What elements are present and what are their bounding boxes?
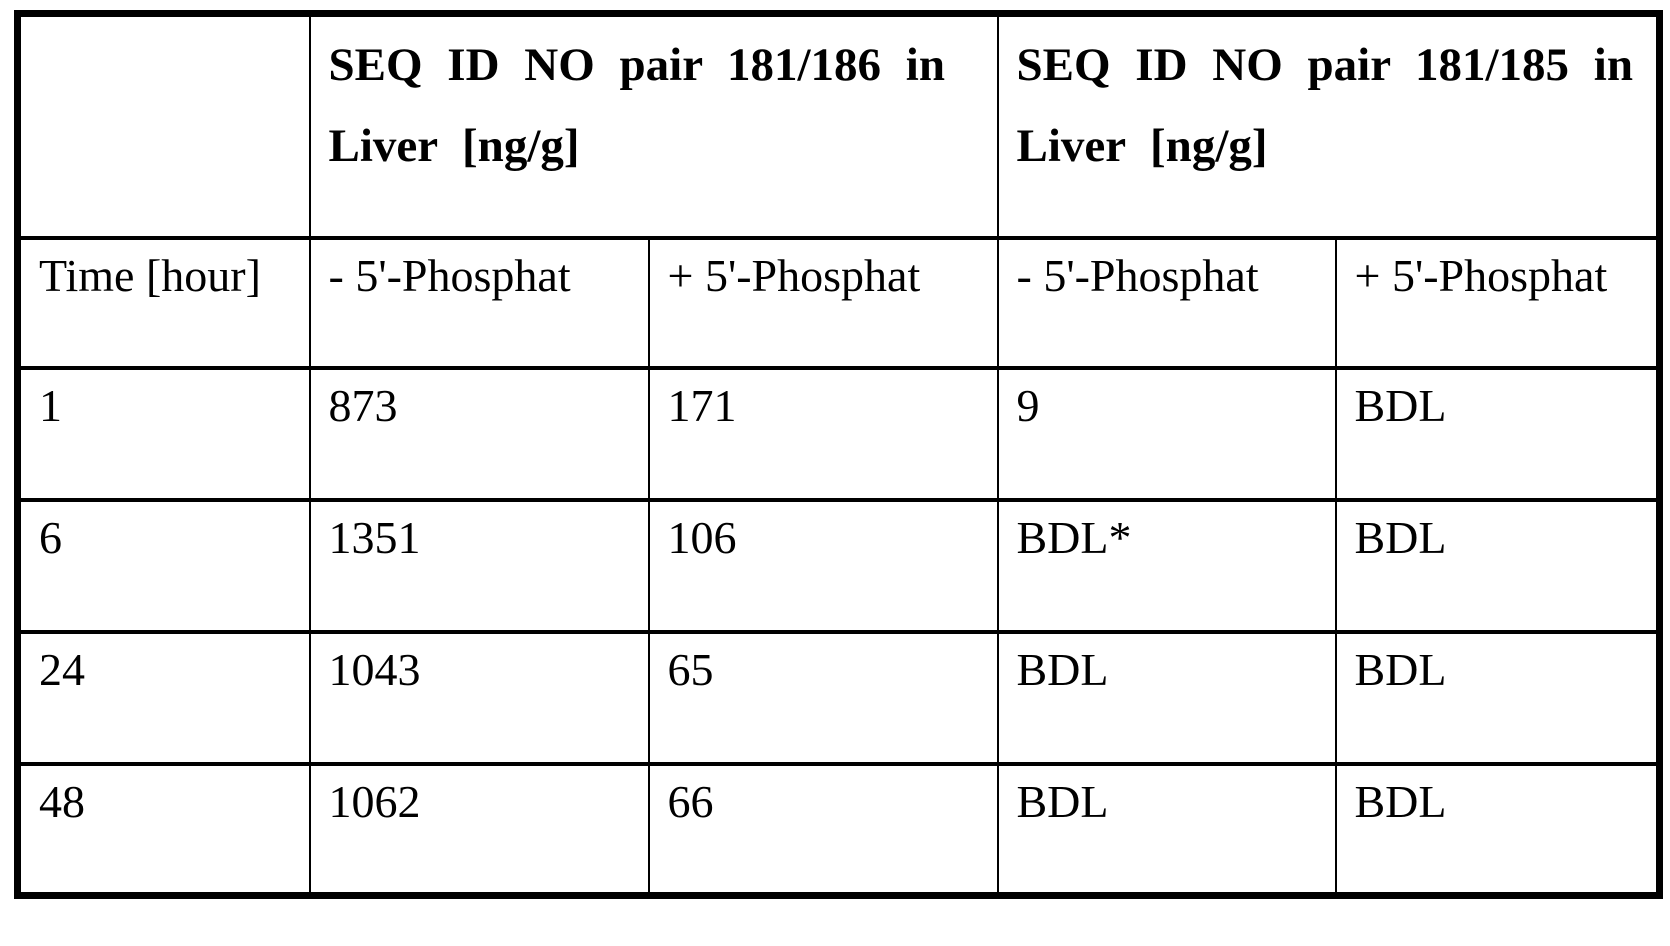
column-header-time: Time [hour] <box>16 235 311 370</box>
table-cell: 24 <box>16 629 311 766</box>
table-cell: 65 <box>647 629 999 766</box>
group-header-line2: Liver [ng/g] <box>1016 119 1268 172</box>
group-header-line1: SEQ ID NO pair 181/186 in <box>328 39 946 91</box>
table-row-hour-48: 48 1062 66 BDL BDL <box>16 761 1661 898</box>
group-header-row: SEQ ID NO pair 181/186 in Liver [ng/g] S… <box>16 11 1661 240</box>
table-cell: 873 <box>308 365 650 502</box>
column-header-plus-phosphat-186: + 5'-Phosphat <box>647 235 999 370</box>
table-cell: BDL <box>1334 497 1661 634</box>
table-cell: 48 <box>16 761 311 898</box>
column-header-minus-phosphat-186: - 5'-Phosphat <box>308 235 650 370</box>
table-cell: 1062 <box>308 761 650 898</box>
table-row-hour-1: 1 873 171 9 BDL <box>16 365 1661 502</box>
table-cell: BDL* <box>996 497 1337 634</box>
group-header-181-185: SEQ ID NO pair 181/185 in Liver [ng/g] <box>996 11 1661 240</box>
group-header-line1: SEQ ID NO pair 181/185 in <box>1016 39 1634 91</box>
table-cell: 106 <box>647 497 999 634</box>
table-row-hour-6: 6 1351 106 BDL* BDL <box>16 497 1661 634</box>
corner-empty-cell <box>16 11 311 240</box>
table-cell: 1351 <box>308 497 650 634</box>
table-cell: BDL <box>1334 629 1661 766</box>
liver-concentration-table: SEQ ID NO pair 181/186 in Liver [ng/g] S… <box>14 10 1663 899</box>
group-header-181-186: SEQ ID NO pair 181/186 in Liver [ng/g] <box>308 11 999 240</box>
group-header-line2: Liver [ng/g] <box>328 119 580 172</box>
table-cell: 66 <box>647 761 999 898</box>
table-cell: 6 <box>16 497 311 634</box>
table-cell: BDL <box>996 761 1337 898</box>
table-cell: BDL <box>996 629 1337 766</box>
column-header-row: Time [hour] - 5'-Phosphat + 5'-Phosphat … <box>16 235 1661 370</box>
table-cell: 1 <box>16 365 311 502</box>
table-cell: BDL <box>1334 761 1661 898</box>
column-header-minus-phosphat-185: - 5'-Phosphat <box>996 235 1337 370</box>
table-cell: 171 <box>647 365 999 502</box>
table-cell: BDL <box>1334 365 1661 502</box>
table-cell: 9 <box>996 365 1337 502</box>
table-row-hour-24: 24 1043 65 BDL BDL <box>16 629 1661 766</box>
column-header-plus-phosphat-185: + 5'-Phosphat <box>1334 235 1661 370</box>
table-cell: 1043 <box>308 629 650 766</box>
